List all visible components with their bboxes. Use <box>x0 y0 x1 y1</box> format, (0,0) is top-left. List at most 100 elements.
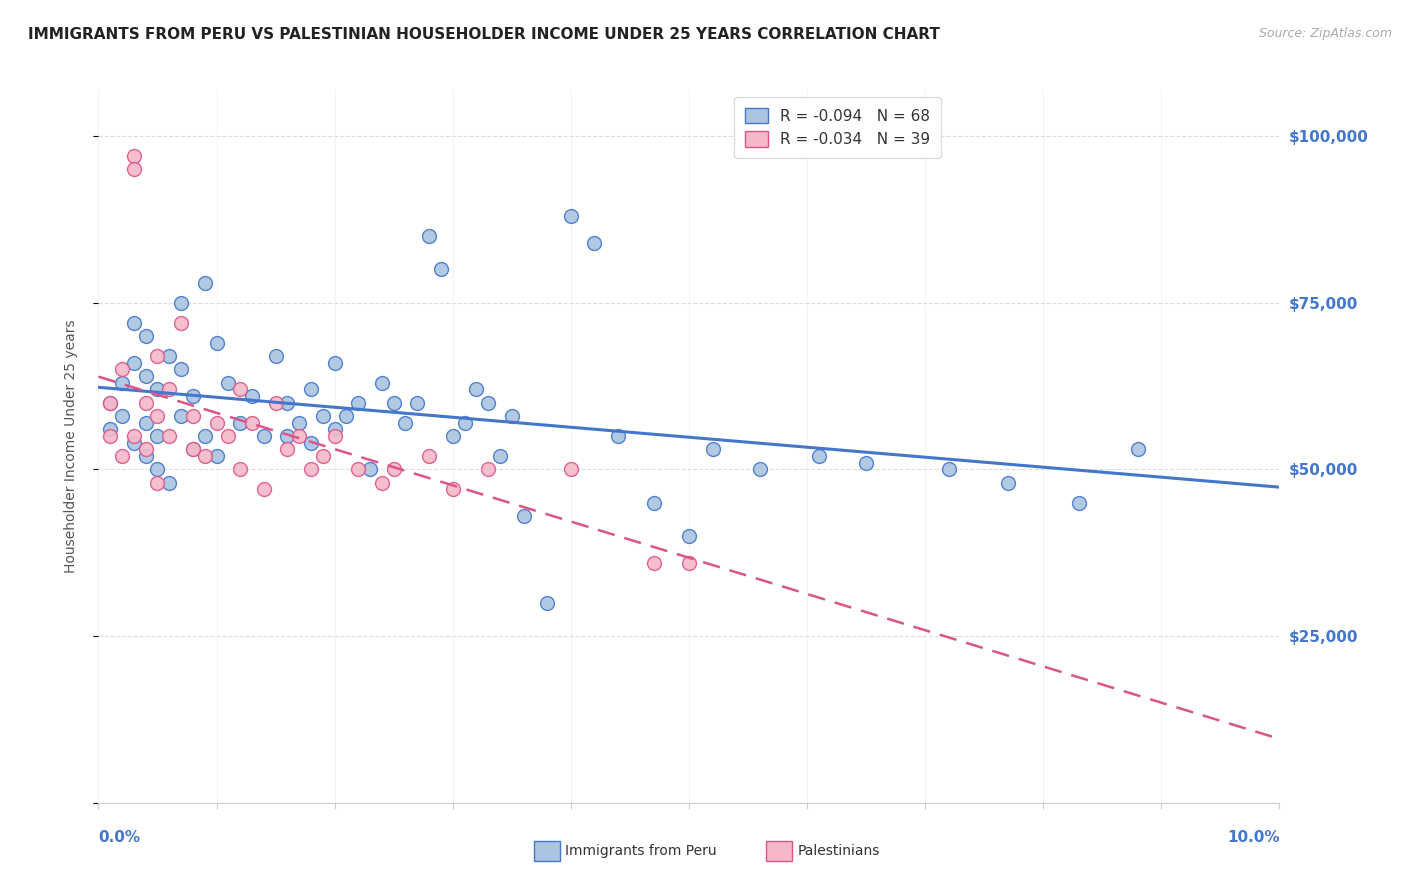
Point <box>323 356 346 370</box>
Point <box>181 442 204 457</box>
Point <box>217 376 239 390</box>
Point <box>111 376 134 390</box>
Point <box>170 362 193 376</box>
Point <box>748 462 770 476</box>
Text: 0.0%: 0.0% <box>98 830 141 845</box>
Point <box>371 475 394 490</box>
Point <box>111 409 134 423</box>
Point <box>122 429 145 443</box>
Point <box>135 449 157 463</box>
Point <box>229 382 252 396</box>
Point <box>122 149 145 163</box>
Point <box>312 449 335 463</box>
Point <box>643 496 665 510</box>
Point <box>276 429 298 443</box>
Point <box>453 416 475 430</box>
Point <box>371 376 394 390</box>
Point <box>312 409 335 423</box>
Point <box>855 456 877 470</box>
Point <box>98 422 121 436</box>
Point <box>323 422 346 436</box>
Point <box>146 462 169 476</box>
Point <box>157 475 180 490</box>
Point <box>111 362 134 376</box>
Text: Immigrants from Peru: Immigrants from Peru <box>565 844 717 858</box>
Point <box>264 349 287 363</box>
Point <box>98 395 121 409</box>
Point <box>157 429 180 443</box>
Point <box>477 395 499 409</box>
Point <box>146 349 169 363</box>
Point <box>359 462 381 476</box>
Point <box>194 449 217 463</box>
Point <box>560 209 582 223</box>
Point <box>347 462 370 476</box>
Point <box>288 429 311 443</box>
Point <box>406 395 429 409</box>
Point <box>205 416 228 430</box>
Point <box>299 435 322 450</box>
Point <box>288 416 311 430</box>
Point <box>465 382 488 396</box>
Point <box>170 295 193 310</box>
Point <box>135 442 157 457</box>
Point <box>441 483 464 497</box>
Point <box>253 429 276 443</box>
Point <box>205 449 228 463</box>
Point <box>382 462 405 476</box>
Point <box>98 395 121 409</box>
Point <box>135 395 157 409</box>
Point <box>536 596 558 610</box>
Point <box>240 416 263 430</box>
Point <box>678 529 700 543</box>
Point <box>146 409 169 423</box>
Point <box>1126 442 1149 457</box>
Point <box>807 449 830 463</box>
Point <box>299 462 322 476</box>
Point <box>560 462 582 476</box>
Text: 10.0%: 10.0% <box>1227 830 1279 845</box>
Legend: R = -0.094   N = 68, R = -0.034   N = 39: R = -0.094 N = 68, R = -0.034 N = 39 <box>734 97 941 158</box>
Point <box>347 395 370 409</box>
Point <box>146 382 169 396</box>
Point <box>122 435 145 450</box>
Point <box>157 349 180 363</box>
Text: Palestinians: Palestinians <box>797 844 880 858</box>
Point <box>122 356 145 370</box>
Point <box>194 276 217 290</box>
Point <box>607 429 630 443</box>
Point <box>264 395 287 409</box>
Point <box>702 442 724 457</box>
Point <box>643 556 665 570</box>
Point <box>997 475 1019 490</box>
Point <box>122 316 145 330</box>
Text: Source: ZipAtlas.com: Source: ZipAtlas.com <box>1258 27 1392 40</box>
Point <box>122 162 145 177</box>
Point <box>583 235 606 250</box>
Point <box>276 395 298 409</box>
Point <box>253 483 276 497</box>
Point <box>229 462 252 476</box>
Point <box>135 416 157 430</box>
Point <box>477 462 499 476</box>
Point <box>157 382 180 396</box>
Point <box>135 368 157 383</box>
Point <box>323 429 346 443</box>
Point <box>418 228 440 243</box>
Point <box>335 409 357 423</box>
Point <box>229 416 252 430</box>
Point <box>205 335 228 350</box>
Point <box>382 395 405 409</box>
Point <box>1067 496 1090 510</box>
Point <box>430 262 453 277</box>
Point <box>181 409 204 423</box>
Point <box>194 429 217 443</box>
Point <box>678 556 700 570</box>
Point <box>135 329 157 343</box>
Point <box>501 409 523 423</box>
Point <box>170 316 193 330</box>
Point <box>240 389 263 403</box>
Point <box>276 442 298 457</box>
Point <box>170 409 193 423</box>
Point <box>489 449 512 463</box>
